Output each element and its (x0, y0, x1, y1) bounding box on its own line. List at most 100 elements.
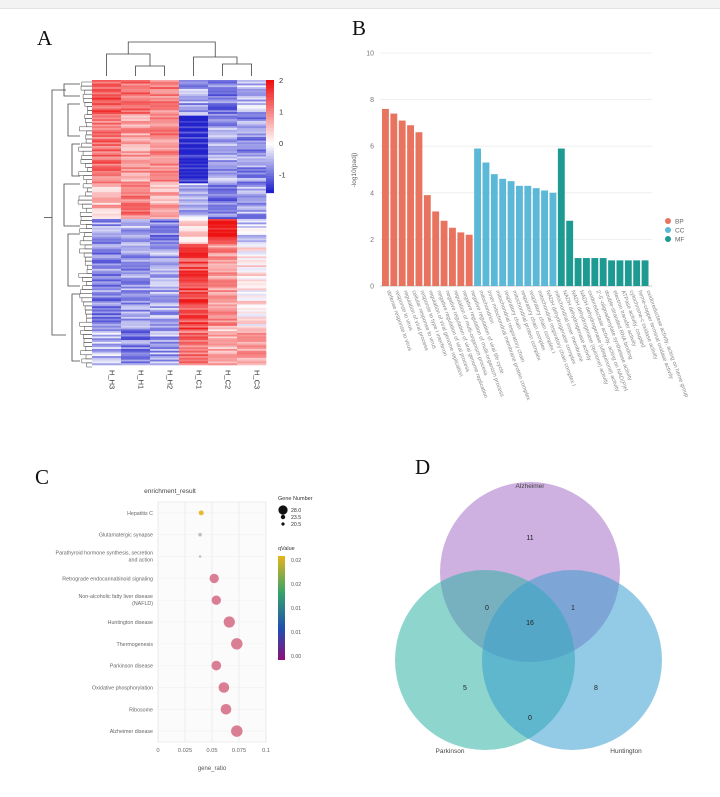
heatmap-cell (121, 131, 151, 134)
dendrogram-link (71, 293, 80, 362)
heatmap-cell (92, 156, 122, 159)
heatmap-cell (237, 185, 267, 188)
heatmap-cell (237, 117, 267, 120)
heatmap-cell (237, 315, 267, 318)
data-point (198, 555, 202, 558)
dendrogram-link (106, 53, 151, 76)
colorbar-segment (266, 94, 274, 98)
venn-diagram: Alzheimer Parkinson Huntington 11 0 1 16 5 8 0 (395, 482, 662, 755)
heatmap-cell (208, 83, 238, 86)
heatmap-cell (237, 80, 267, 83)
heatmap-cell (237, 308, 267, 311)
heatmap-cell (237, 169, 267, 172)
heatmap-cell (237, 220, 267, 223)
heatmap-cell (121, 259, 151, 262)
heatmap-cell (179, 288, 209, 291)
size-legend-marker (278, 505, 288, 515)
heatmap-cell (121, 227, 151, 230)
heatmap-cell (121, 88, 151, 91)
heatmap-cell (150, 160, 180, 163)
heatmap-cell (150, 320, 180, 323)
heatmap-cell (121, 354, 151, 357)
heatmap-cell (208, 101, 238, 104)
heatmap-cell (237, 297, 267, 300)
heatmap-cell (92, 288, 122, 291)
legend-swatch (665, 236, 671, 242)
bar (599, 258, 607, 286)
bar (490, 174, 498, 286)
heatmap-cell (237, 126, 267, 129)
heatmap-cell (237, 295, 267, 298)
heatmap-cell (92, 144, 122, 147)
heatmap-cell (92, 302, 122, 305)
heatmap-cell (121, 361, 151, 364)
heatmap-cell (150, 183, 180, 186)
heatmap-cell (208, 217, 238, 220)
heatmap-cell (179, 293, 209, 296)
color-legend-bar (278, 556, 285, 660)
heatmap-cell (237, 144, 267, 147)
color-legend-tick: 0.01 (291, 630, 301, 636)
heatmap-cell (208, 299, 238, 302)
heatmap-cell (179, 267, 209, 270)
heatmap-cells (92, 80, 267, 366)
dendrogram-link (83, 334, 92, 339)
heatmap-cell (208, 96, 238, 99)
heatmap-cell (121, 81, 151, 84)
heatmap-cell (179, 183, 209, 186)
heatmap-cell (208, 279, 238, 282)
heatmap-cell (179, 215, 209, 218)
heatmap-cell (179, 92, 209, 95)
heatmap-cell (208, 313, 238, 316)
heatmap-cell (208, 167, 238, 170)
heatmap-cell (92, 308, 122, 311)
heatmap-cell (237, 83, 267, 86)
heatmap-cell (208, 286, 238, 289)
heatmap-cell (92, 167, 122, 170)
heatmap-cell (208, 356, 238, 359)
heatmap-cell (237, 90, 267, 93)
heatmap-cell (121, 172, 151, 175)
heatmap-cell (92, 336, 122, 339)
column-dendrogram (106, 41, 252, 76)
column-label: H_H2 (166, 370, 175, 389)
dendrogram-link (87, 264, 92, 270)
heatmap-cell (208, 137, 238, 140)
heatmap-cell (121, 149, 151, 152)
heatmap-cell (121, 309, 151, 312)
heatmap-cell (150, 217, 180, 220)
legend-swatch (665, 227, 671, 233)
heatmap-cell (121, 316, 151, 319)
panel-letter-c: C (35, 465, 50, 489)
heatmap-cell (121, 302, 151, 305)
dendrogram-link (81, 358, 92, 364)
heatmap-cell (179, 254, 209, 257)
heatmap-cell (179, 361, 209, 364)
heatmap-cell (237, 249, 267, 252)
heatmap-cell (92, 85, 122, 88)
heatmap-cell (121, 170, 151, 173)
heatmap-cell (150, 122, 180, 125)
bar (624, 260, 632, 286)
size-legend-label: 23.5 (291, 515, 301, 521)
heatmap-cell (208, 151, 238, 154)
category-label: Huntington disease (108, 620, 153, 626)
colorbar-segment (266, 80, 274, 84)
heatmap-cell (208, 145, 238, 148)
heatmap-cell (179, 345, 209, 348)
heatmap-cell (237, 142, 267, 145)
heatmap-cell (150, 163, 180, 166)
heatmap-cell (92, 340, 122, 343)
heatmap-cell (179, 151, 209, 154)
heatmap-cell (92, 300, 122, 303)
heatmap-cell (121, 156, 151, 159)
heatmap-cell (121, 165, 151, 168)
bar (465, 234, 473, 286)
heatmap-cell (121, 199, 151, 202)
heatmap-cell (92, 236, 122, 239)
heatmap-cell (150, 272, 180, 275)
heatmap-cell (121, 268, 151, 271)
heatmap-cell (237, 286, 267, 289)
heatmap-cell (237, 161, 267, 165)
heatmap-cell (179, 284, 209, 287)
